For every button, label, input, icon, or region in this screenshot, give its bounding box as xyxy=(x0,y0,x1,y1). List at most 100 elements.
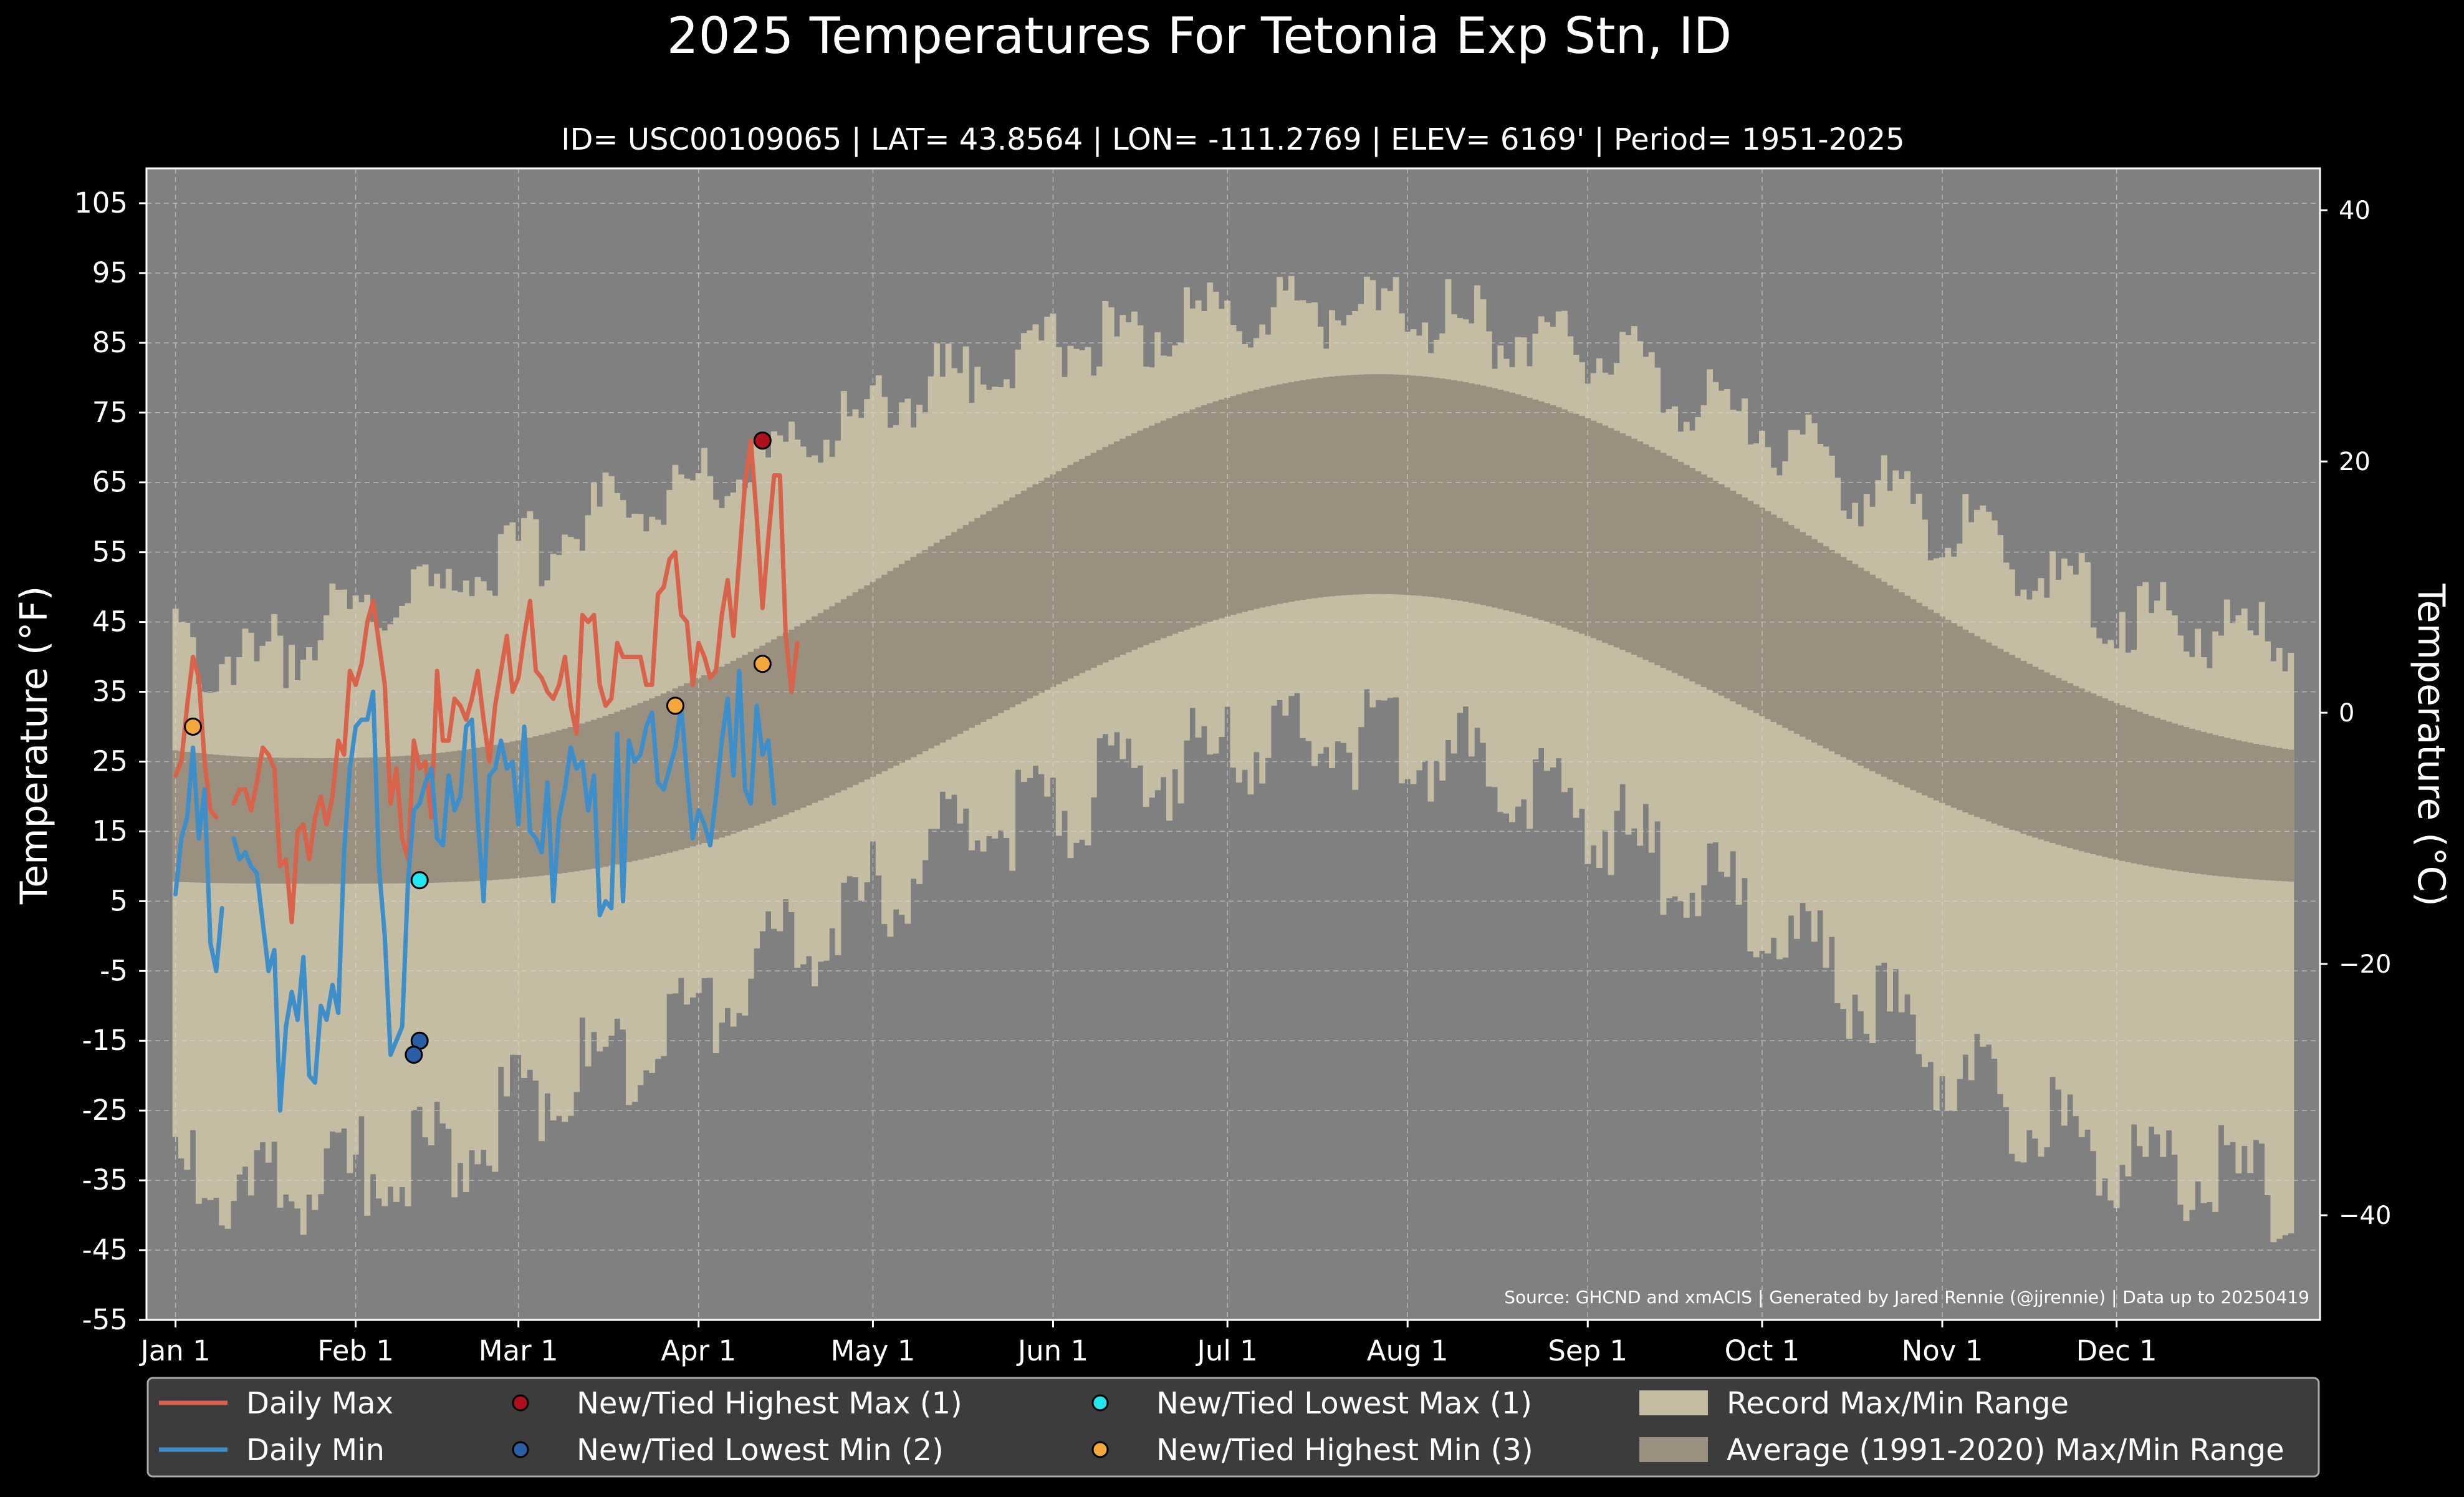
y-tick-label: 45 xyxy=(92,605,128,638)
average-range-bar xyxy=(1346,375,1353,595)
average-range-bar xyxy=(742,655,749,830)
series-lines xyxy=(173,438,800,1113)
average-range-bar xyxy=(1137,430,1144,648)
record-range-bar xyxy=(2177,635,2184,1205)
average-range-bar xyxy=(1439,378,1446,599)
average-range-bar xyxy=(329,758,336,884)
average-range-bar xyxy=(1782,521,1789,728)
average-range-bar xyxy=(1991,645,1998,824)
record-range-bar xyxy=(294,680,301,1209)
y-tick-label: 65 xyxy=(92,466,128,499)
average-range-bar xyxy=(1317,377,1324,598)
y-tick-label: -45 xyxy=(82,1233,128,1266)
average-range-bar xyxy=(2107,701,2114,859)
record-range-bar xyxy=(2026,599,2033,1130)
average-range-bar xyxy=(840,599,847,791)
average-range-bar xyxy=(858,589,865,782)
average-range-bar xyxy=(1579,416,1585,634)
highest-min-marker xyxy=(753,655,772,673)
average-range-bar xyxy=(736,658,742,832)
record-range-bar xyxy=(2003,562,2010,1107)
record-range-bar xyxy=(189,637,196,1130)
average-range-bar xyxy=(1062,468,1068,681)
average-range-bar xyxy=(1329,376,1335,597)
record-range-bar xyxy=(1945,547,1952,1111)
record-range-bar xyxy=(2165,610,2172,1130)
average-range-bar xyxy=(1305,379,1312,599)
average-range-bar xyxy=(1922,606,1928,796)
legend-marker-swatch xyxy=(1091,1394,1109,1412)
average-range-bar xyxy=(1642,444,1649,660)
average-range-bar xyxy=(370,757,376,884)
average-range-bar xyxy=(1823,546,1829,749)
record-range-bar xyxy=(2206,668,2213,1202)
average-range-bar xyxy=(835,602,841,793)
average-range-bar xyxy=(1573,413,1580,632)
average-range-bar xyxy=(2015,658,2021,832)
average-range-bar xyxy=(1375,374,1382,594)
average-range-bar xyxy=(1747,501,1754,711)
average-range-bar xyxy=(480,747,487,881)
average-range-bar xyxy=(1410,375,1417,595)
average-range-bar xyxy=(1689,468,1695,681)
average-range-bar xyxy=(1149,425,1155,643)
average-range-bar xyxy=(2078,688,2085,852)
average-range-bar xyxy=(1323,377,1330,597)
average-range-bar xyxy=(1637,441,1644,658)
average-range-bar xyxy=(1683,465,1690,679)
x-tick-label: Nov 1 xyxy=(1902,1334,1983,1367)
average-range-bar xyxy=(1608,428,1614,645)
average-range-bar xyxy=(887,571,894,769)
average-range-bar xyxy=(1270,385,1277,605)
average-range-bar xyxy=(724,663,731,836)
record-range-bar xyxy=(236,657,243,1175)
average-range-bar xyxy=(1846,561,1853,760)
record-range-bar xyxy=(1950,556,1957,1111)
average-range-bar xyxy=(1422,376,1429,597)
average-range-bar xyxy=(1003,501,1010,711)
average-range-bar xyxy=(2165,721,2172,870)
average-range-bar xyxy=(1619,433,1626,650)
average-range-bar xyxy=(2200,731,2207,875)
average-range-bar xyxy=(189,752,196,883)
record-range-bar xyxy=(312,660,319,1210)
average-range-bar xyxy=(1288,382,1295,602)
average-range-bar xyxy=(637,703,644,860)
average-range-bar xyxy=(1427,377,1434,597)
average-range-bar xyxy=(2270,747,2277,881)
record-range-bar xyxy=(1858,526,1864,1011)
chart-title: 2025 Temperatures For Tetonia Exp Stn, I… xyxy=(667,7,1732,65)
average-range-bar xyxy=(1776,517,1783,725)
average-range-bar xyxy=(207,754,214,883)
average-range-bar xyxy=(2137,711,2143,865)
record-range-bar xyxy=(277,635,284,1208)
average-range-bar xyxy=(881,574,888,771)
average-range-bar xyxy=(364,758,371,884)
record-range-bar xyxy=(376,628,382,1199)
average-range-bar xyxy=(1904,595,1910,787)
x-tick-label: Jun 1 xyxy=(1016,1334,1088,1367)
average-range-bar xyxy=(445,751,452,882)
legend-label: Daily Max xyxy=(246,1386,393,1421)
average-range-bar xyxy=(1364,374,1370,594)
average-range-bar xyxy=(509,741,516,878)
average-range-bar xyxy=(573,725,580,872)
average-range-bar xyxy=(1090,453,1097,668)
legend-marker-swatch xyxy=(512,1394,529,1412)
y-axis-left: 105 95 85 75 65 55 45 35 25 15 5 -5 -15 -25 -35 -45 -55 xyxy=(74,186,146,1336)
average-range-bar xyxy=(800,623,807,808)
average-range-bar xyxy=(2026,663,2033,836)
average-range-bar xyxy=(1660,453,1667,668)
record-range-bar xyxy=(1927,560,1934,1062)
x-tick-label: Feb 1 xyxy=(317,1334,394,1367)
average-range-bar xyxy=(1218,399,1225,619)
average-range-bar xyxy=(2276,748,2283,881)
average-range-bar xyxy=(1962,629,1969,812)
y-tick-label-right: 40 xyxy=(2339,196,2371,225)
record-range-bar xyxy=(259,645,266,1143)
y-tick-label-right: 20 xyxy=(2339,448,2371,476)
average-range-bar xyxy=(707,672,714,842)
average-range-bar xyxy=(265,758,272,884)
average-range-bar xyxy=(1096,450,1103,665)
